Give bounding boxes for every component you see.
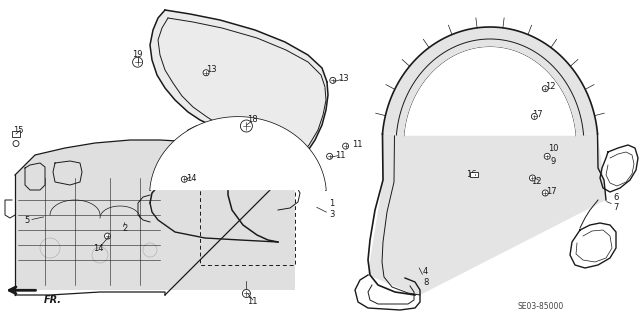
Bar xyxy=(12,131,20,137)
Polygon shape xyxy=(404,47,575,136)
Text: 16: 16 xyxy=(467,170,477,179)
Polygon shape xyxy=(368,27,606,295)
Text: 17: 17 xyxy=(547,187,557,196)
Text: 12: 12 xyxy=(545,82,556,91)
Circle shape xyxy=(104,233,111,239)
Circle shape xyxy=(40,238,60,258)
Circle shape xyxy=(13,141,19,146)
Text: 2: 2 xyxy=(122,224,127,233)
Text: 13: 13 xyxy=(338,74,348,83)
Circle shape xyxy=(181,176,188,182)
Circle shape xyxy=(243,289,250,298)
Circle shape xyxy=(132,57,143,67)
Circle shape xyxy=(544,153,550,159)
Polygon shape xyxy=(15,140,295,290)
Text: 6
7: 6 7 xyxy=(613,193,618,212)
Text: 11: 11 xyxy=(352,140,362,149)
Text: 13: 13 xyxy=(206,65,216,74)
Text: 9: 9 xyxy=(551,157,556,166)
Text: 15: 15 xyxy=(13,126,23,135)
Text: SE03-85000: SE03-85000 xyxy=(518,302,564,311)
Text: 19: 19 xyxy=(132,50,143,59)
Text: 11: 11 xyxy=(248,297,258,306)
Text: 17: 17 xyxy=(532,110,543,119)
Circle shape xyxy=(92,247,108,263)
Circle shape xyxy=(542,190,548,196)
Text: FR.: FR. xyxy=(44,295,61,305)
Circle shape xyxy=(342,143,349,149)
Text: 4
8: 4 8 xyxy=(423,267,428,286)
Circle shape xyxy=(203,70,209,76)
Circle shape xyxy=(330,78,336,83)
Polygon shape xyxy=(150,117,326,190)
Circle shape xyxy=(326,153,333,159)
Text: 18: 18 xyxy=(247,115,257,124)
Bar xyxy=(470,172,477,177)
Polygon shape xyxy=(150,10,328,190)
Text: 10: 10 xyxy=(548,144,559,153)
Text: 14: 14 xyxy=(186,174,196,182)
Circle shape xyxy=(529,175,536,181)
Circle shape xyxy=(143,243,157,257)
Text: 11: 11 xyxy=(335,151,346,160)
Text: 1
3: 1 3 xyxy=(329,199,334,219)
Text: 12: 12 xyxy=(531,177,541,186)
Circle shape xyxy=(542,86,548,92)
Text: 14: 14 xyxy=(93,244,103,253)
Text: 5: 5 xyxy=(24,216,29,225)
Circle shape xyxy=(241,120,252,132)
Circle shape xyxy=(531,114,538,119)
